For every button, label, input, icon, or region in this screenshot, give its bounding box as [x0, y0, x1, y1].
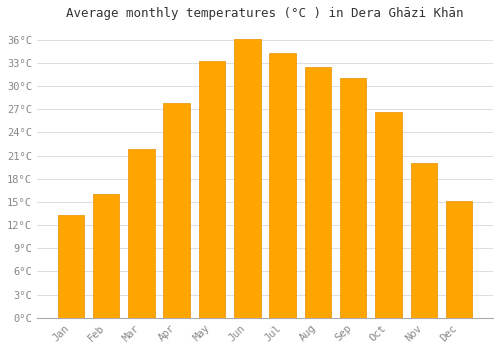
Bar [446, 201, 472, 318]
Bar [128, 149, 154, 318]
Bar [234, 39, 260, 318]
Bar [198, 61, 225, 318]
Bar [410, 163, 437, 318]
Bar [93, 194, 120, 318]
Title: Average monthly temperatures (°C ) in Dera Ghāzi Khān: Average monthly temperatures (°C ) in De… [66, 7, 464, 20]
Bar [340, 78, 366, 318]
Bar [304, 67, 331, 318]
Bar [58, 215, 84, 318]
Bar [164, 103, 190, 318]
Bar [270, 53, 296, 318]
Bar [375, 112, 402, 318]
